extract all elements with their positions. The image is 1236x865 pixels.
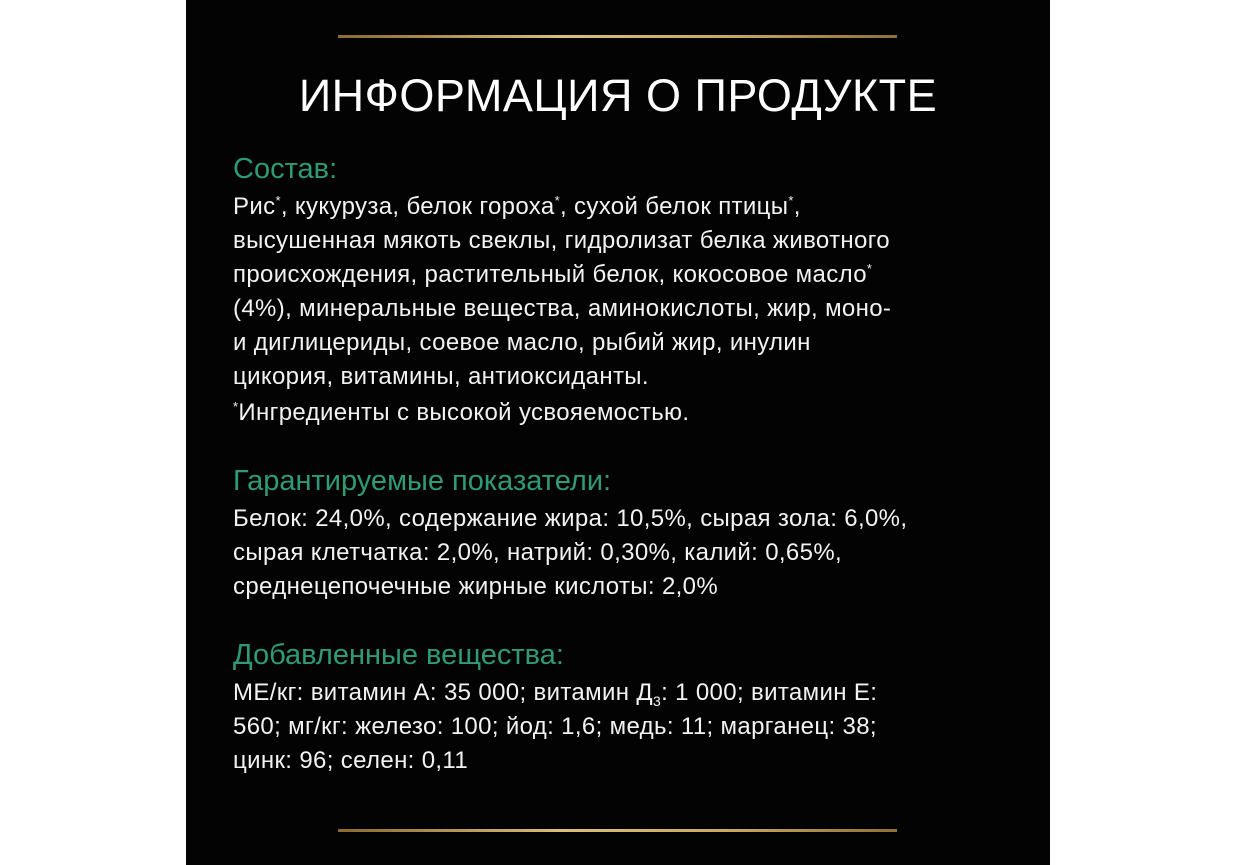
composition-line: высушенная мякоть свеклы, гидролизат бел… — [233, 224, 907, 258]
text-segment: сырая клетчатка: 2,0%, натрий: 0,30%, ка… — [233, 539, 843, 566]
text-segment: МЕ/кг: витамин А: 35 000; витамин Д — [233, 679, 653, 706]
text-segment: цикория, витамины, антиоксиданты. — [233, 363, 649, 390]
text-segment: и диглицериды, соевое масло, рыбий жир, … — [233, 329, 811, 356]
text-segment: происхождения, растительный белок, кокос… — [233, 261, 867, 288]
superscript: * — [233, 399, 239, 414]
text-segment: Ингредиенты с высокой усвояемостью. — [238, 399, 690, 426]
composition-line: происхождения, растительный белок, кокос… — [233, 258, 907, 292]
product-info-panel: ИНФОРМАЦИЯ О ПРОДУКТЕ Состав: Рис*, кукур… — [186, 0, 1050, 865]
text-segment: (4%), минеральные вещества, аминокислоты… — [233, 295, 892, 322]
additives-heading: Добавленные вещества: — [233, 639, 564, 671]
superscript: * — [788, 193, 794, 208]
composition-heading: Состав: — [233, 153, 338, 185]
text-segment: , — [793, 193, 801, 220]
subscript: 3 — [652, 693, 662, 709]
text-segment: высушенная мякоть свеклы, гидролизат бел… — [233, 227, 890, 254]
guaranteed-analysis-line: сырая клетчатка: 2,0%, натрий: 0,30%, ка… — [233, 536, 907, 570]
text-segment: Белок: 24,0%, содержание жира: 10,5%, сы… — [233, 505, 908, 532]
composition-line: Рис*, кукуруза, белок гороха*, сухой бел… — [233, 190, 907, 224]
page-title: ИНФОРМАЦИЯ О ПРОДУКТЕ — [298, 70, 938, 121]
guaranteed-analysis-line: среднецепочечные жирные кислоты: 2,0% — [233, 570, 907, 604]
text-segment: цинк: 96; селен: 0,11 — [233, 747, 469, 774]
composition-line: и диглицериды, соевое масло, рыбий жир, … — [233, 326, 907, 360]
bottom-gold-divider — [338, 829, 897, 832]
top-gold-divider — [338, 35, 897, 38]
superscript: * — [275, 193, 281, 208]
text-segment: , кукуруза, белок гороха — [280, 193, 555, 220]
footnote: *Ингредиенты с высокой усвояемостью. — [233, 396, 907, 430]
text-segment: , сухой белок птицы — [559, 193, 789, 220]
composition-line: цикория, витамины, антиоксиданты. — [233, 360, 907, 394]
text-segment: : 1 000; витамин Е: — [661, 679, 878, 706]
product-info-content: Состав: Рис*, кукуруза, белок гороха*, су… — [233, 148, 907, 778]
text-segment: Рис — [233, 193, 276, 220]
additives-line: 560; мг/кг: железо: 100; йод: 1,6; медь:… — [233, 710, 907, 744]
additives-line: цинк: 96; селен: 0,11 — [233, 744, 907, 778]
superscript: * — [554, 193, 560, 208]
text-segment: среднецепочечные жирные кислоты: 2,0% — [233, 573, 719, 600]
guaranteed-analysis-line: Белок: 24,0%, содержание жира: 10,5%, сы… — [233, 502, 907, 536]
additives-line: МЕ/кг: витамин А: 35 000; витамин Д3: 1 … — [233, 676, 907, 710]
text-segment: 560; мг/кг: железо: 100; йод: 1,6; медь:… — [233, 713, 877, 740]
guaranteed-analysis-heading: Гарантируемые показатели: — [233, 465, 612, 497]
superscript: * — [866, 261, 873, 276]
composition-line: (4%), минеральные вещества, аминокислоты… — [233, 292, 907, 326]
